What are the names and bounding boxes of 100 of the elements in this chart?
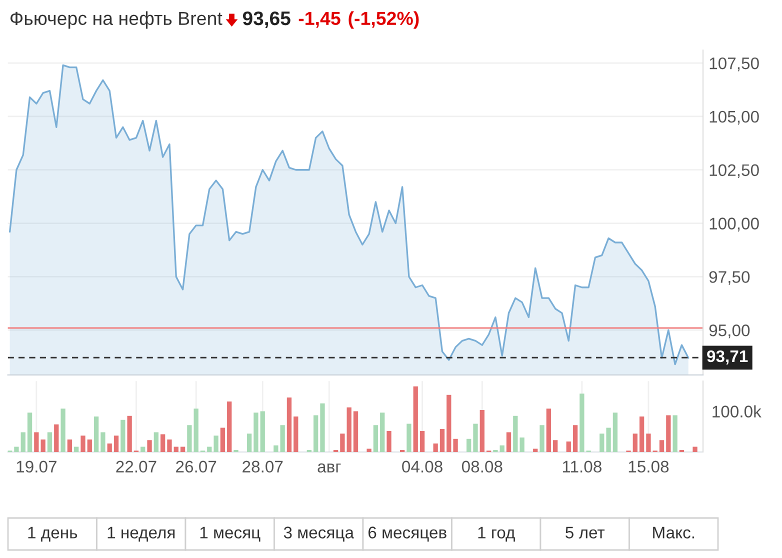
x-tick-label: 22.07 <box>116 460 156 473</box>
x-tick-label: 15.08 <box>628 460 669 473</box>
text: 1 день <box>28 526 78 542</box>
text: 1 месяц <box>200 526 260 542</box>
x-tick-label: 28.07 <box>242 460 283 473</box>
bar <box>100 432 106 452</box>
bar <box>346 407 352 452</box>
bar <box>659 440 664 452</box>
bar <box>506 432 512 452</box>
text: 100.0k <box>712 405 762 418</box>
bar <box>446 394 452 452</box>
bar <box>14 446 19 452</box>
bar <box>546 408 552 452</box>
bar <box>140 446 146 452</box>
bar <box>314 415 318 452</box>
x-tick-label: 26.07 <box>176 460 216 473</box>
bar <box>187 425 192 452</box>
bar <box>47 432 52 452</box>
bar <box>413 386 418 452</box>
bar <box>174 446 178 452</box>
bar <box>286 398 292 452</box>
bar <box>420 430 425 452</box>
bar <box>500 445 504 452</box>
bar <box>207 446 212 452</box>
y-tick-label: 95,00 <box>709 324 750 338</box>
bar <box>280 425 285 452</box>
bar <box>34 432 39 452</box>
bar <box>147 440 152 452</box>
bar <box>107 443 112 452</box>
x-tick-label: 08.08 <box>462 460 502 473</box>
bar <box>672 415 678 452</box>
bar <box>440 429 445 452</box>
bar <box>580 394 584 452</box>
bar <box>639 416 644 452</box>
y-tick-label: 105,00 <box>710 110 759 125</box>
bar <box>54 424 59 452</box>
bar <box>114 436 119 452</box>
bar <box>94 416 99 452</box>
bar <box>127 416 132 452</box>
text: 1 неделя <box>108 526 175 542</box>
bar <box>80 436 86 452</box>
bar <box>666 415 671 452</box>
text: 3 месяца <box>284 526 354 542</box>
bar <box>373 425 378 452</box>
bar <box>572 425 578 452</box>
bar <box>612 412 618 452</box>
bar <box>20 432 26 452</box>
bar <box>386 430 392 452</box>
y-tick-label: 107,50 <box>710 57 759 72</box>
bar <box>227 401 232 452</box>
text: Макс. <box>653 526 694 538</box>
x-tick-label: авг <box>318 463 341 473</box>
y-tick-label: 102,50 <box>710 164 759 178</box>
bar <box>167 440 172 452</box>
bar <box>294 416 298 452</box>
bar <box>160 434 166 452</box>
bar <box>27 412 32 452</box>
bar <box>632 434 638 452</box>
bar <box>692 446 698 452</box>
x-tick-label: 11.08 <box>562 460 602 473</box>
bar <box>513 416 518 452</box>
chart-title: Фьючерс на нефть Brent <box>10 11 222 29</box>
bar <box>274 445 278 452</box>
bar <box>40 440 46 452</box>
bar <box>453 438 458 452</box>
bar <box>87 440 92 452</box>
bar <box>246 434 252 452</box>
bar <box>473 424 478 452</box>
bar <box>74 446 79 452</box>
bar <box>320 403 325 452</box>
bar <box>520 438 524 452</box>
bar <box>480 410 484 452</box>
bar <box>180 446 186 452</box>
text: -1,45 <box>298 12 340 28</box>
x-tick-label: 04.08 <box>402 460 442 473</box>
bar <box>194 408 198 452</box>
bar <box>340 434 345 452</box>
bar <box>533 448 538 452</box>
bar <box>406 424 412 452</box>
bar <box>646 434 651 452</box>
bar <box>366 448 372 452</box>
bar <box>380 412 385 452</box>
bar <box>214 436 218 452</box>
bar <box>600 434 604 452</box>
text: 1 год <box>478 526 515 542</box>
bar <box>566 441 571 452</box>
text: (-1,52%) <box>348 11 419 29</box>
bar <box>553 440 558 452</box>
bar <box>540 425 544 452</box>
y-tick-label: 100,00 <box>710 218 759 232</box>
bar <box>60 408 66 452</box>
bar <box>67 440 72 452</box>
bar <box>254 412 258 452</box>
ref-line-label: 93,71 <box>707 350 748 365</box>
x-tick-label: 19.07 <box>16 460 56 473</box>
text: 5 лет <box>566 526 605 538</box>
bar <box>120 420 126 452</box>
text: 6 месяцев <box>368 526 446 542</box>
bar <box>260 411 265 452</box>
y-tick-label: 97,50 <box>709 271 750 285</box>
